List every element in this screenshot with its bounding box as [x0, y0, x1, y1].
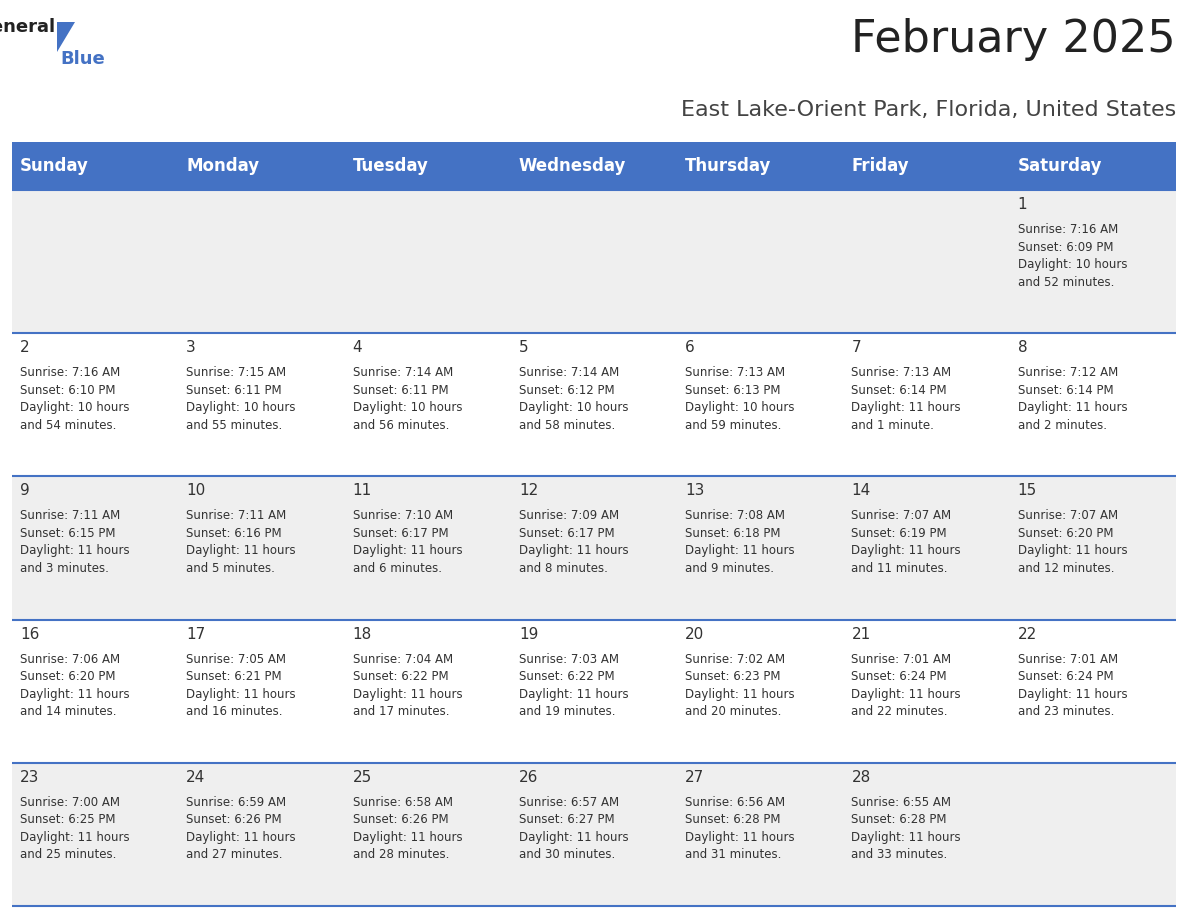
Text: Blue: Blue — [61, 50, 105, 68]
Text: Sunrise: 7:14 AM
Sunset: 6:11 PM
Daylight: 10 hours
and 56 minutes.: Sunrise: 7:14 AM Sunset: 6:11 PM Dayligh… — [353, 366, 462, 431]
Text: Sunrise: 7:09 AM
Sunset: 6:17 PM
Daylight: 11 hours
and 8 minutes.: Sunrise: 7:09 AM Sunset: 6:17 PM Dayligh… — [519, 509, 628, 575]
Text: Friday: Friday — [852, 157, 909, 175]
Text: Sunrise: 7:05 AM
Sunset: 6:21 PM
Daylight: 11 hours
and 16 minutes.: Sunrise: 7:05 AM Sunset: 6:21 PM Dayligh… — [187, 653, 296, 718]
Bar — [12, 333, 1176, 476]
Text: Sunrise: 7:07 AM
Sunset: 6:20 PM
Daylight: 11 hours
and 12 minutes.: Sunrise: 7:07 AM Sunset: 6:20 PM Dayligh… — [1018, 509, 1127, 575]
Text: 13: 13 — [685, 484, 704, 498]
Text: February 2025: February 2025 — [852, 18, 1176, 61]
Bar — [12, 142, 1176, 190]
Text: 16: 16 — [20, 627, 39, 642]
Text: 23: 23 — [20, 770, 39, 785]
Text: 18: 18 — [353, 627, 372, 642]
Text: 8: 8 — [1018, 341, 1028, 355]
Text: Sunrise: 7:01 AM
Sunset: 6:24 PM
Daylight: 11 hours
and 22 minutes.: Sunrise: 7:01 AM Sunset: 6:24 PM Dayligh… — [852, 653, 961, 718]
Text: Sunrise: 7:10 AM
Sunset: 6:17 PM
Daylight: 11 hours
and 6 minutes.: Sunrise: 7:10 AM Sunset: 6:17 PM Dayligh… — [353, 509, 462, 575]
Text: 2: 2 — [20, 341, 30, 355]
Text: Sunrise: 6:58 AM
Sunset: 6:26 PM
Daylight: 11 hours
and 28 minutes.: Sunrise: 6:58 AM Sunset: 6:26 PM Dayligh… — [353, 796, 462, 861]
Text: Sunrise: 7:02 AM
Sunset: 6:23 PM
Daylight: 11 hours
and 20 minutes.: Sunrise: 7:02 AM Sunset: 6:23 PM Dayligh… — [685, 653, 795, 718]
Text: 19: 19 — [519, 627, 538, 642]
Text: 4: 4 — [353, 341, 362, 355]
Text: 10: 10 — [187, 484, 206, 498]
Text: 25: 25 — [353, 770, 372, 785]
Bar — [12, 476, 1176, 620]
Text: 28: 28 — [852, 770, 871, 785]
Text: Sunrise: 6:55 AM
Sunset: 6:28 PM
Daylight: 11 hours
and 33 minutes.: Sunrise: 6:55 AM Sunset: 6:28 PM Dayligh… — [852, 796, 961, 861]
Text: Sunrise: 7:08 AM
Sunset: 6:18 PM
Daylight: 11 hours
and 9 minutes.: Sunrise: 7:08 AM Sunset: 6:18 PM Dayligh… — [685, 509, 795, 575]
Text: General: General — [0, 18, 55, 36]
Text: 7: 7 — [852, 341, 861, 355]
Text: Sunrise: 7:07 AM
Sunset: 6:19 PM
Daylight: 11 hours
and 11 minutes.: Sunrise: 7:07 AM Sunset: 6:19 PM Dayligh… — [852, 509, 961, 575]
Text: 15: 15 — [1018, 484, 1037, 498]
Text: Sunrise: 7:06 AM
Sunset: 6:20 PM
Daylight: 11 hours
and 14 minutes.: Sunrise: 7:06 AM Sunset: 6:20 PM Dayligh… — [20, 653, 129, 718]
Text: Sunrise: 7:11 AM
Sunset: 6:15 PM
Daylight: 11 hours
and 3 minutes.: Sunrise: 7:11 AM Sunset: 6:15 PM Dayligh… — [20, 509, 129, 575]
Text: Sunrise: 6:56 AM
Sunset: 6:28 PM
Daylight: 11 hours
and 31 minutes.: Sunrise: 6:56 AM Sunset: 6:28 PM Dayligh… — [685, 796, 795, 861]
Text: 26: 26 — [519, 770, 538, 785]
Text: 6: 6 — [685, 341, 695, 355]
Text: Sunrise: 7:13 AM
Sunset: 6:13 PM
Daylight: 10 hours
and 59 minutes.: Sunrise: 7:13 AM Sunset: 6:13 PM Dayligh… — [685, 366, 795, 431]
Text: Sunrise: 7:00 AM
Sunset: 6:25 PM
Daylight: 11 hours
and 25 minutes.: Sunrise: 7:00 AM Sunset: 6:25 PM Dayligh… — [20, 796, 129, 861]
Text: Sunrise: 7:16 AM
Sunset: 6:10 PM
Daylight: 10 hours
and 54 minutes.: Sunrise: 7:16 AM Sunset: 6:10 PM Dayligh… — [20, 366, 129, 431]
Text: 12: 12 — [519, 484, 538, 498]
Text: East Lake-Orient Park, Florida, United States: East Lake-Orient Park, Florida, United S… — [681, 100, 1176, 120]
Text: Sunrise: 6:59 AM
Sunset: 6:26 PM
Daylight: 11 hours
and 27 minutes.: Sunrise: 6:59 AM Sunset: 6:26 PM Dayligh… — [187, 796, 296, 861]
Text: Sunrise: 7:04 AM
Sunset: 6:22 PM
Daylight: 11 hours
and 17 minutes.: Sunrise: 7:04 AM Sunset: 6:22 PM Dayligh… — [353, 653, 462, 718]
Text: 24: 24 — [187, 770, 206, 785]
Text: 14: 14 — [852, 484, 871, 498]
Text: 17: 17 — [187, 627, 206, 642]
Text: Sunrise: 7:13 AM
Sunset: 6:14 PM
Daylight: 11 hours
and 1 minute.: Sunrise: 7:13 AM Sunset: 6:14 PM Dayligh… — [852, 366, 961, 431]
Text: Sunrise: 7:01 AM
Sunset: 6:24 PM
Daylight: 11 hours
and 23 minutes.: Sunrise: 7:01 AM Sunset: 6:24 PM Dayligh… — [1018, 653, 1127, 718]
Text: Sunrise: 7:11 AM
Sunset: 6:16 PM
Daylight: 11 hours
and 5 minutes.: Sunrise: 7:11 AM Sunset: 6:16 PM Dayligh… — [187, 509, 296, 575]
Text: 22: 22 — [1018, 627, 1037, 642]
Text: Tuesday: Tuesday — [353, 157, 429, 175]
Text: Saturday: Saturday — [1018, 157, 1102, 175]
Text: 5: 5 — [519, 341, 529, 355]
Text: Sunrise: 7:16 AM
Sunset: 6:09 PM
Daylight: 10 hours
and 52 minutes.: Sunrise: 7:16 AM Sunset: 6:09 PM Dayligh… — [1018, 223, 1127, 288]
Text: 1: 1 — [1018, 197, 1028, 212]
Text: Sunday: Sunday — [20, 157, 89, 175]
Text: Sunrise: 7:12 AM
Sunset: 6:14 PM
Daylight: 11 hours
and 2 minutes.: Sunrise: 7:12 AM Sunset: 6:14 PM Dayligh… — [1018, 366, 1127, 431]
Bar — [12, 190, 1176, 333]
Text: 27: 27 — [685, 770, 704, 785]
Bar — [12, 620, 1176, 763]
Text: 21: 21 — [852, 627, 871, 642]
Text: Sunrise: 7:14 AM
Sunset: 6:12 PM
Daylight: 10 hours
and 58 minutes.: Sunrise: 7:14 AM Sunset: 6:12 PM Dayligh… — [519, 366, 628, 431]
Text: 11: 11 — [353, 484, 372, 498]
Polygon shape — [57, 22, 75, 52]
Text: Monday: Monday — [187, 157, 259, 175]
Text: Sunrise: 7:15 AM
Sunset: 6:11 PM
Daylight: 10 hours
and 55 minutes.: Sunrise: 7:15 AM Sunset: 6:11 PM Dayligh… — [187, 366, 296, 431]
Text: Thursday: Thursday — [685, 157, 771, 175]
Text: 9: 9 — [20, 484, 30, 498]
Text: Sunrise: 6:57 AM
Sunset: 6:27 PM
Daylight: 11 hours
and 30 minutes.: Sunrise: 6:57 AM Sunset: 6:27 PM Dayligh… — [519, 796, 628, 861]
Bar — [12, 763, 1176, 906]
Text: 20: 20 — [685, 627, 704, 642]
Text: Wednesday: Wednesday — [519, 157, 626, 175]
Text: 3: 3 — [187, 341, 196, 355]
Text: Sunrise: 7:03 AM
Sunset: 6:22 PM
Daylight: 11 hours
and 19 minutes.: Sunrise: 7:03 AM Sunset: 6:22 PM Dayligh… — [519, 653, 628, 718]
